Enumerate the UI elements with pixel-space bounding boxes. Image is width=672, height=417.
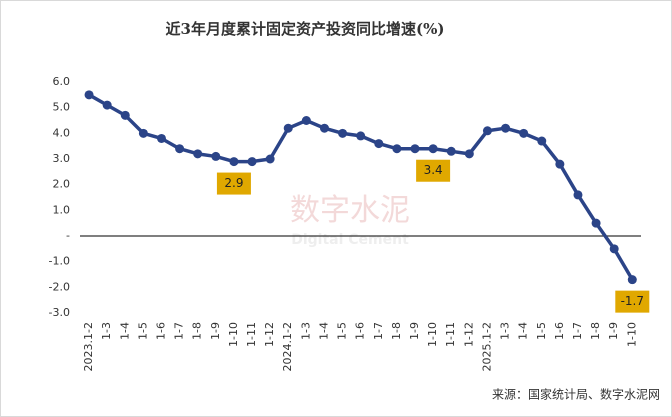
point: [283, 123, 293, 133]
y-tick-label: -2.0: [49, 280, 70, 293]
x-tick-label: 1-7: [571, 322, 584, 340]
point: [301, 116, 311, 125]
x-tick-label: 1-7: [372, 322, 385, 340]
point: [120, 110, 130, 120]
point: [229, 157, 239, 167]
point: [537, 136, 547, 146]
data-label: -1.7: [621, 294, 644, 308]
point: [627, 275, 637, 285]
point: [247, 157, 257, 167]
x-tick-label: 1-9: [209, 322, 222, 340]
x-tick-label: 1-12: [263, 322, 276, 347]
x-tick-label: 1-4: [517, 322, 530, 340]
x-tick-label: 2025.1-2: [480, 322, 493, 371]
point: [265, 154, 275, 164]
x-tick-label: 1-11: [245, 322, 258, 347]
point: [156, 133, 166, 143]
data-label-box: [615, 290, 650, 313]
x-tick-label: 1-9: [607, 322, 620, 340]
x-tick-label: 1-4: [317, 322, 330, 340]
point: [609, 244, 619, 254]
point: [392, 144, 402, 154]
point: [482, 126, 492, 136]
point: [319, 123, 329, 133]
point: [193, 149, 203, 159]
x-tick-label: 1-3: [299, 322, 312, 340]
data-label-box: [216, 172, 251, 195]
x-tick-label: 1-8: [589, 322, 602, 340]
x-tick-label: 1-3: [100, 322, 113, 340]
point: [591, 218, 601, 228]
x-tick-label: 1-3: [499, 322, 512, 340]
x-tick-label: 1-5: [136, 322, 149, 340]
point: [374, 139, 384, 149]
point: [501, 123, 511, 133]
y-tick-label: 1.0: [53, 203, 71, 216]
x-tick-label: 1-5: [336, 322, 349, 340]
x-tick-label: 1-10: [227, 322, 240, 347]
y-tick-label: -: [66, 229, 70, 242]
y-tick-label: 5.0: [53, 101, 71, 114]
x-tick-label: 1-9: [408, 322, 421, 340]
watermark-sub: Digital Cement: [291, 232, 409, 248]
y-tick-label: 6.0: [53, 75, 71, 88]
x-tick-label: 1-6: [354, 322, 367, 340]
point: [84, 90, 94, 100]
x-tick-label: 1-8: [191, 322, 204, 340]
point: [410, 144, 420, 154]
watermark: 数字水泥: [290, 193, 410, 228]
y-tick-label: -3.0: [49, 306, 70, 319]
point: [175, 144, 185, 154]
point: [338, 128, 348, 138]
x-tick-label: 1-10: [625, 322, 638, 347]
point: [446, 146, 456, 156]
x-tick-label: 1-7: [173, 322, 186, 340]
source: 来源：国家统计局、数字水泥网: [492, 387, 660, 402]
y-tick-label: 4.0: [53, 126, 71, 139]
point: [102, 100, 112, 110]
x-tick-label: 2024.1-2: [281, 322, 294, 371]
data-label: 2.9: [224, 176, 243, 190]
x-tick-label: 2023.1-2: [82, 322, 95, 371]
point: [555, 159, 565, 169]
x-tick-label: 1-8: [390, 322, 403, 340]
x-tick-label: 1-6: [154, 322, 167, 340]
data-label: 3.4: [424, 163, 443, 177]
x-tick-label: 1-11: [444, 322, 457, 347]
point: [573, 190, 583, 200]
y-tick-label: 2.0: [53, 178, 71, 191]
data-label-box: [416, 159, 451, 182]
point: [464, 149, 474, 159]
x-tick-label: 1-12: [462, 322, 475, 347]
point: [428, 144, 438, 154]
chart-title: 近3年月度累计固定资产投资同比增速(%): [166, 20, 445, 38]
x-tick-label: 1-4: [118, 322, 131, 340]
y-tick-label: -1.0: [49, 255, 70, 268]
point: [356, 131, 366, 141]
point: [138, 128, 148, 138]
y-tick-label: 3.0: [53, 152, 71, 165]
x-tick-label: 1-6: [553, 322, 566, 340]
x-tick-label: 1-10: [426, 322, 439, 347]
point: [519, 128, 529, 138]
x-tick-label: 1-5: [535, 322, 548, 340]
point: [211, 151, 221, 161]
